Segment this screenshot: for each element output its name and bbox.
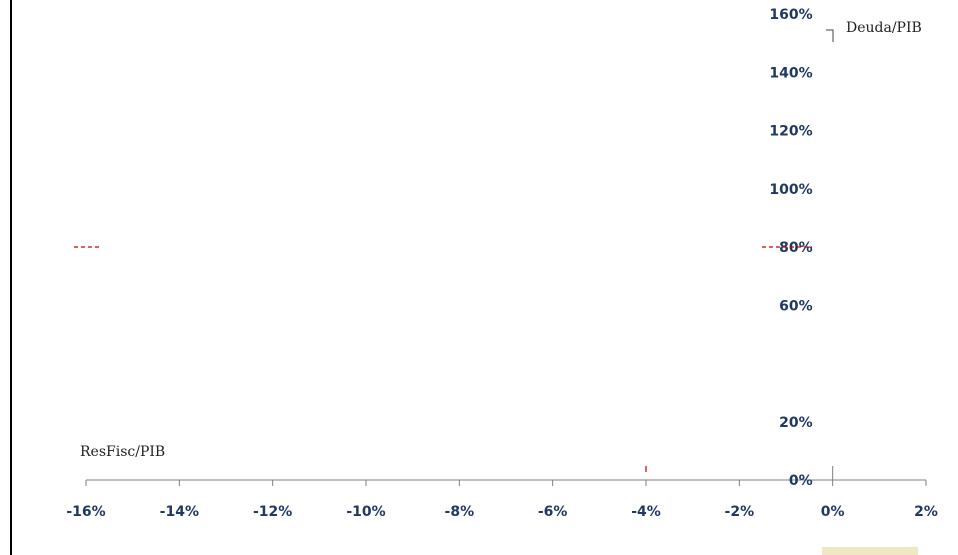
y-tick-label: 120% bbox=[769, 124, 812, 140]
y-axis: 0% 20% 60% 80% 100% 120% 140% 160% bbox=[769, 7, 834, 489]
x-tick-label: -4% bbox=[631, 504, 661, 520]
reference-lines bbox=[74, 246, 812, 472]
x-tick-label: -16% bbox=[66, 504, 105, 520]
image-fragment bbox=[822, 547, 918, 555]
x-tick-label: -6% bbox=[538, 504, 568, 520]
x-tick-label: -8% bbox=[445, 504, 475, 520]
y-axis-title: Deuda/PIB bbox=[846, 20, 922, 36]
y-tick-label: 100% bbox=[769, 182, 812, 198]
x-tick-label: 2% bbox=[914, 504, 938, 520]
y-tick-label: 60% bbox=[779, 298, 813, 314]
x-tick-label: -14% bbox=[160, 504, 199, 520]
x-tick-label: 0% bbox=[821, 504, 845, 520]
y-tick-label: 0% bbox=[789, 473, 813, 489]
x-tick-label: -2% bbox=[725, 504, 755, 520]
y-axis-bracket bbox=[826, 29, 834, 42]
y-tick-label: 80% bbox=[779, 240, 813, 256]
x-tick-label: -12% bbox=[253, 504, 292, 520]
x-tick-label: -10% bbox=[346, 504, 385, 520]
y-tick-label: 20% bbox=[779, 415, 813, 431]
x-axis-title: ResFisc/PIB bbox=[80, 444, 165, 460]
y-tick-label: 140% bbox=[769, 65, 812, 81]
y-tick-label: 160% bbox=[769, 7, 812, 23]
x-axis: -16% -14% -12% -10% -8% -6% -4% -2% 0% 2% bbox=[66, 479, 938, 520]
